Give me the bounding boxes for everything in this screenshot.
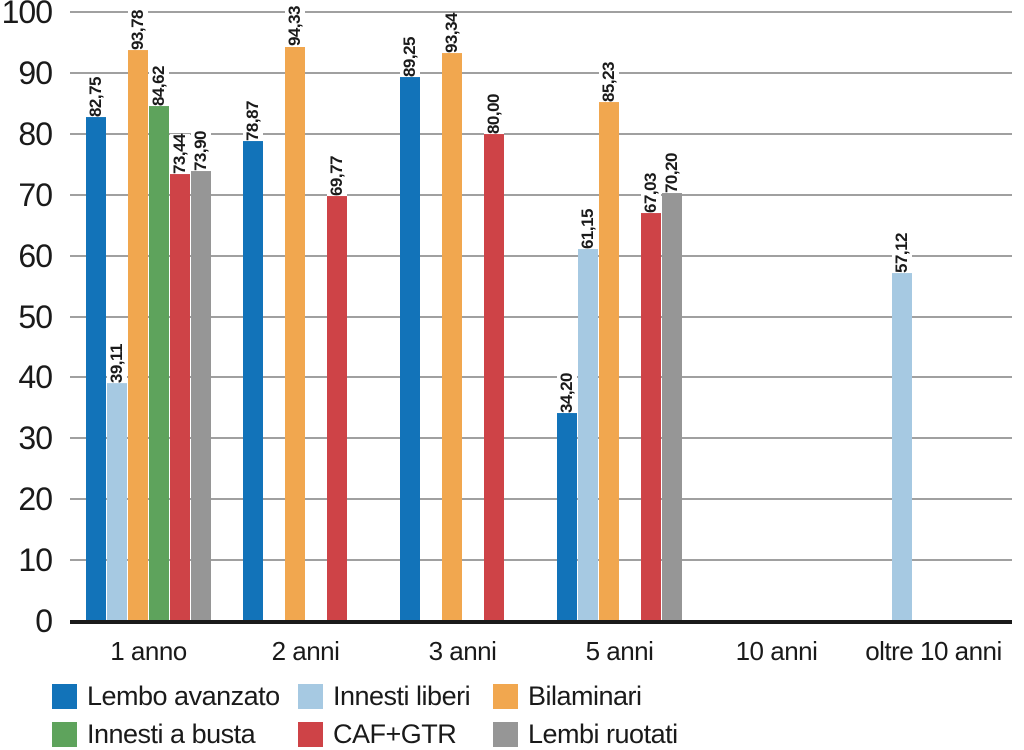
x-category-label-4: 5 anni	[585, 636, 654, 666]
bar-bilaminari-2	[285, 46, 305, 621]
bar-value-label: 94,33	[285, 6, 305, 47]
bar-value-label: 39,11	[107, 343, 127, 383]
bar-value-label: 84,62	[149, 65, 169, 106]
gridline-20	[70, 498, 1012, 501]
bar-innesti-liberi-4	[578, 248, 598, 621]
bar-value-label: 73,90	[191, 130, 211, 171]
y-tick-label-100: 100	[1, 0, 53, 30]
y-tick-label-50: 50	[18, 298, 53, 335]
bar-value-label: 69,77	[327, 156, 347, 197]
bar-lembi-ruotati-1	[191, 170, 211, 621]
legend-swatch-icon	[493, 722, 518, 747]
gridline-50	[70, 315, 1012, 318]
legend-label: Lembi ruotati	[528, 719, 678, 749]
legend-item-bilaminari: Bilaminari	[493, 683, 642, 710]
bar-value-label: 67,03	[641, 172, 661, 213]
x-category-label-5: 10 anni	[735, 636, 818, 666]
x-category-label-6: oltre 10 anni	[865, 636, 1002, 666]
bar-value-label: 78,87	[243, 100, 263, 141]
x-category-label-3: 3 anni	[428, 636, 497, 666]
gridline-10	[70, 559, 1012, 562]
gridline-100	[70, 11, 1012, 13]
bar-lembo-avanzato-2	[243, 140, 263, 621]
bar-value-label: 70,20	[662, 153, 682, 194]
y-tick-label-60: 60	[18, 237, 53, 274]
bar-caf-gtr-4	[641, 212, 661, 621]
legend-item-innesti-a-busta: Innesti a busta	[52, 719, 256, 749]
legend-label: CAF+GTR	[333, 719, 457, 749]
bar-value-label: 85,23	[599, 61, 619, 102]
legend-swatch-icon	[52, 684, 77, 709]
bar-value-label: 57,12	[892, 233, 912, 274]
bar-caf-gtr-2	[327, 196, 347, 621]
bar-value-label: 93,34	[442, 12, 462, 53]
legend-item-lembi-ruotati: Lembi ruotati	[493, 721, 678, 748]
legend-label: Innesti a busta	[87, 719, 256, 749]
legend-label: Lembo avanzato	[87, 681, 280, 711]
gridline-60	[70, 254, 1012, 257]
y-tick-label-80: 80	[18, 115, 53, 152]
bar-innesti-liberi-6	[892, 273, 912, 621]
bar-value-label: 80,00	[484, 93, 504, 134]
bar-bilaminari-1	[128, 49, 148, 621]
bar-value-label: 89,25	[400, 37, 420, 78]
bar-value-label: 93,78	[128, 9, 148, 50]
gridline-30	[70, 437, 1012, 440]
bar-bilaminari-4	[599, 101, 619, 621]
gridline-70	[70, 193, 1012, 196]
legend-item-lembo-avanzato: Lembo avanzato	[52, 683, 280, 710]
legend-swatch-icon	[52, 722, 77, 747]
bar-value-label: 82,75	[86, 77, 106, 118]
x-category-label-2: 2 anni	[271, 636, 340, 666]
gridline-40	[70, 376, 1012, 379]
bar-innesti-liberi-1	[107, 382, 127, 621]
y-tick-label-70: 70	[18, 176, 53, 213]
bar-value-label: 61,15	[578, 208, 598, 249]
legend-label: Bilaminari	[528, 681, 642, 711]
legend-swatch-icon	[493, 684, 518, 709]
gridline-80	[70, 132, 1012, 135]
legend-item-innesti-liberi: Innesti liberi	[298, 681, 471, 711]
bar-lembi-ruotati-4	[662, 193, 682, 621]
gridline-90	[70, 71, 1012, 74]
legend-label: Innesti liberi	[333, 681, 471, 711]
y-tick-label-30: 30	[18, 420, 53, 457]
bar-value-label: 34,20	[557, 372, 577, 413]
y-tick-label-40: 40	[18, 359, 53, 396]
bar-value-label: 73,44	[170, 133, 190, 174]
x-category-label-1: 1 anno	[110, 636, 187, 666]
y-tick-label-10: 10	[18, 542, 53, 579]
bar-lembo-avanzato-4	[557, 412, 577, 621]
bar-caf-gtr-1	[170, 173, 190, 621]
y-tick-label-90: 90	[18, 54, 53, 91]
bar-caf-gtr-3	[484, 133, 504, 621]
x-axis-line	[70, 620, 1012, 624]
bar-lembo-avanzato-3	[400, 77, 420, 621]
bar-innesti-a-busta-1	[149, 105, 169, 621]
bar-lembo-avanzato-1	[86, 117, 106, 621]
legend-swatch-icon	[298, 684, 323, 709]
legend-swatch-icon	[298, 722, 323, 747]
legend-item-caf-gtr: CAF+GTR	[298, 719, 457, 749]
bar-bilaminari-3	[442, 52, 462, 621]
y-tick-label-20: 20	[18, 481, 53, 518]
y-tick-label-0: 0	[35, 603, 53, 639]
